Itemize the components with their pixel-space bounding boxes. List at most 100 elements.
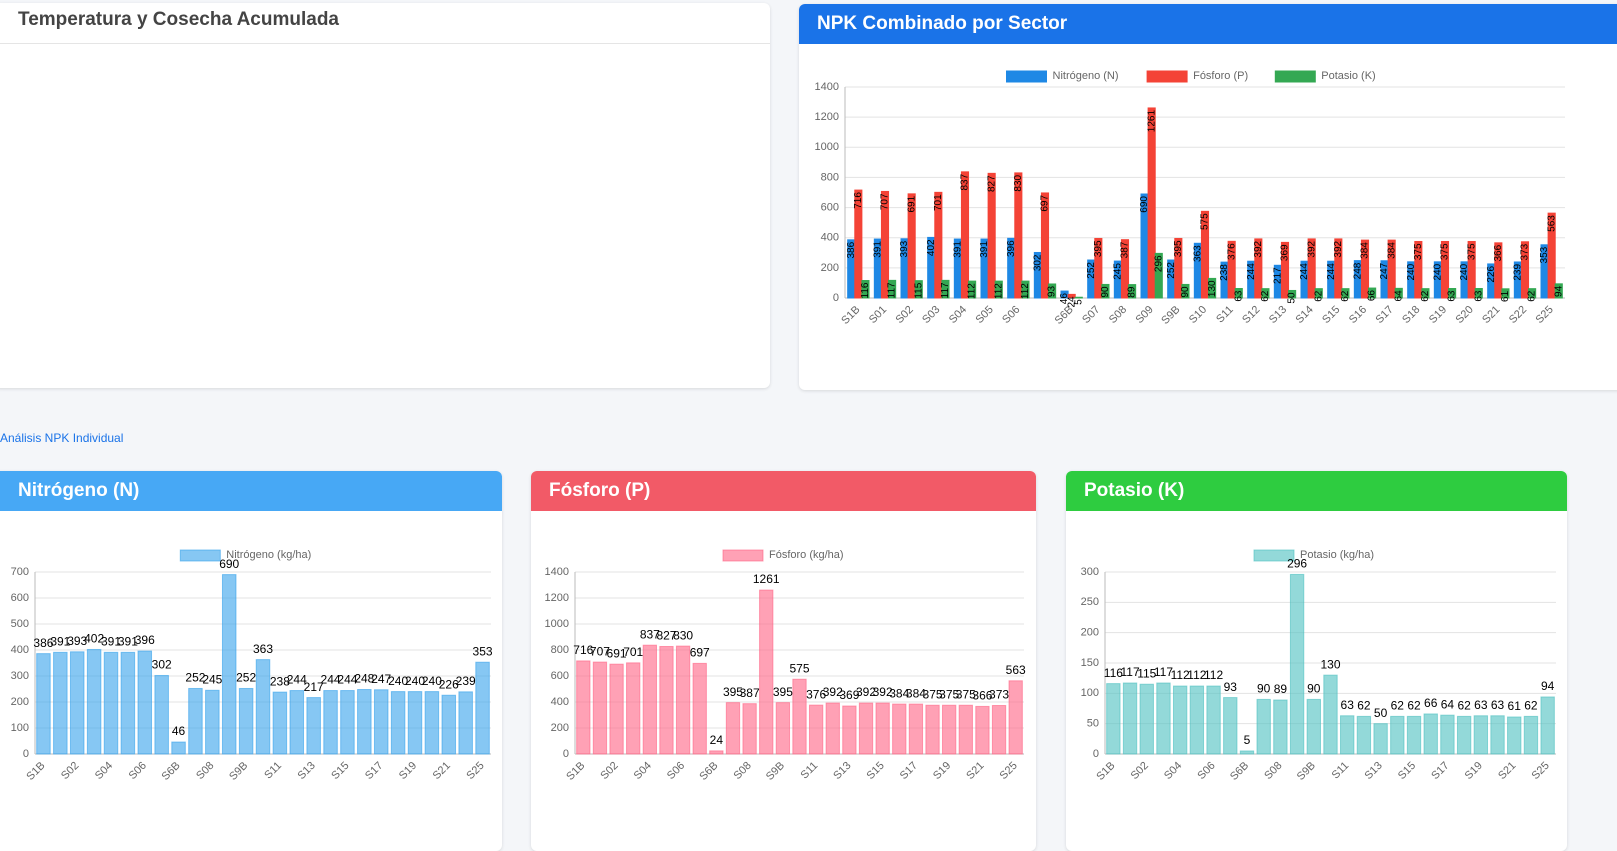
bar: [1122, 682, 1138, 755]
data-label: 353: [1539, 246, 1550, 263]
data-label: 402: [84, 632, 104, 646]
data-label: 240: [1406, 263, 1417, 280]
bar: [36, 653, 51, 755]
bar: [1501, 288, 1510, 299]
x-tick-label: S21: [1496, 760, 1518, 782]
data-label: 302: [152, 658, 172, 672]
bar: [1074, 296, 1083, 299]
data-label: 247: [371, 672, 391, 686]
data-label: 117: [1120, 665, 1139, 679]
y-tick-label: 1000: [545, 618, 569, 630]
bar: [1106, 683, 1121, 755]
p-panel: Fósforo (P): [531, 471, 1036, 851]
x-tick-label: S09: [1134, 304, 1156, 326]
data-label: 375: [1466, 243, 1477, 260]
data-label: 247: [1379, 262, 1390, 279]
data-label: 393: [899, 240, 910, 257]
bar: [842, 705, 857, 755]
panel-header: Potasio (K): [1066, 471, 1567, 511]
bar: [306, 697, 321, 755]
x-tick-label: S21: [964, 760, 986, 782]
data-label: 63: [1491, 698, 1505, 712]
panel-header: Fósforo (P): [531, 471, 1036, 511]
data-label: 239: [1513, 264, 1524, 281]
x-tick-label: S14: [1294, 304, 1316, 326]
bar: [171, 741, 186, 755]
x-tick-label: S25: [464, 760, 486, 782]
x-tick-label: S9B: [1159, 304, 1182, 327]
data-label: 244: [287, 673, 307, 687]
data-label: 63: [1473, 290, 1484, 302]
bar: [1323, 674, 1338, 755]
bar: [1289, 573, 1305, 755]
bar: [1206, 685, 1221, 755]
data-label: 62: [1313, 290, 1324, 302]
data-label: 62: [1527, 290, 1538, 302]
data-label: 830: [1013, 174, 1024, 191]
bar: [1147, 107, 1156, 299]
x-tick-label: S02: [598, 760, 620, 782]
bar: [934, 191, 943, 299]
x-tick-label: S9B: [227, 760, 250, 783]
data-label: 395: [723, 685, 743, 699]
data-label: 252: [1086, 262, 1097, 279]
data-label: 396: [1006, 240, 1017, 257]
x-tick-label: S17: [898, 760, 920, 782]
data-label: 302: [1033, 254, 1044, 271]
bar: [1154, 252, 1163, 299]
legend-label: Fósforo (P): [1193, 70, 1248, 82]
legend-label: Nitrógeno (N): [1053, 70, 1119, 82]
y-tick-label: 1000: [815, 141, 839, 153]
data-label: 217: [1273, 267, 1284, 284]
data-label: 363: [1193, 245, 1204, 262]
bar: [742, 703, 757, 755]
data-label: 112: [1204, 668, 1223, 682]
data-label: 226: [1486, 266, 1497, 283]
bar: [1256, 698, 1271, 755]
bar: [1101, 283, 1110, 299]
data-label: 66: [1367, 290, 1378, 302]
y-tick-label: 200: [821, 262, 839, 274]
data-label: 697: [1040, 195, 1051, 212]
data-label: 226: [439, 677, 459, 691]
data-label: 112: [967, 283, 978, 299]
data-label: 827: [656, 629, 676, 643]
data-label: 373: [1520, 243, 1531, 260]
temp-panel: Temperatura y Cosecha Acumulada: [0, 3, 770, 388]
data-label: 245: [202, 672, 222, 686]
x-tick-label: S20: [1454, 304, 1476, 326]
y-tick-label: 700: [11, 566, 29, 578]
x-tick-label: S25: [998, 760, 1020, 782]
bar: [1174, 237, 1183, 299]
y-tick-label: 1200: [545, 592, 569, 604]
bar: [576, 660, 591, 755]
data-label: 376: [806, 687, 826, 701]
section-link[interactable]: Análisis NPK Individual: [0, 431, 124, 445]
data-label: 217: [304, 680, 324, 694]
x-tick-label: S04: [93, 760, 115, 782]
data-label: 393: [67, 634, 87, 648]
bar: [858, 702, 874, 755]
x-tick-label: S21: [1480, 304, 1502, 326]
legend-swatch: [1006, 70, 1047, 83]
x-tick-label: S11: [1214, 304, 1236, 326]
y-tick-label: 400: [551, 696, 569, 708]
x-tick-label: S15: [1396, 760, 1418, 782]
bar: [1288, 289, 1297, 299]
data-label: 707: [590, 644, 610, 658]
data-label: 240: [1459, 263, 1470, 280]
data-label: 690: [1139, 196, 1150, 213]
bar: [1341, 288, 1350, 299]
bar: [875, 702, 890, 755]
legend-swatch: [1253, 549, 1295, 562]
bar: [987, 172, 996, 299]
y-tick-label: 250: [1081, 596, 1099, 608]
data-label: 366: [1493, 244, 1504, 261]
bar: [1368, 287, 1377, 299]
bar: [609, 663, 624, 755]
data-label: 353: [473, 644, 493, 658]
data-label: 248: [1353, 262, 1364, 279]
x-tick-label: S21: [431, 760, 453, 782]
x-tick-label: S19: [1427, 304, 1449, 326]
x-tick-label: S02: [1129, 760, 1151, 782]
